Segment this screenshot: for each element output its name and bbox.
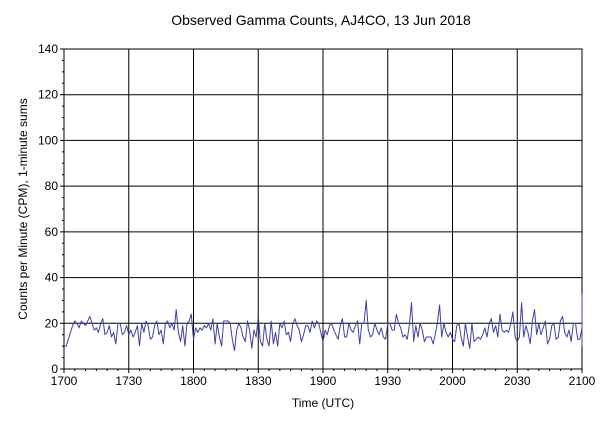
x-tick-label: 1830: [245, 374, 272, 388]
series-layer: [64, 293, 583, 352]
x-tick-label: 2100: [569, 374, 596, 388]
y-tick-label: 0: [51, 362, 58, 376]
chart-title: Observed Gamma Counts, AJ4CO, 13 Jun 201…: [171, 12, 471, 28]
y-tick-label: 120: [38, 88, 58, 102]
x-tick-label: 2030: [504, 374, 531, 388]
x-tick-label: 1800: [180, 374, 207, 388]
y-tick-label: 140: [38, 42, 58, 56]
axis-ticks: [60, 48, 583, 373]
x-tick-label: 1730: [115, 374, 142, 388]
tick-labels: 1700 1730 1800 1830 1900 1930 2000 2030 2100 0 20 4…: [38, 42, 596, 388]
x-axis-title: Time (UTC): [292, 396, 354, 410]
y-tick-label: 100: [38, 133, 58, 147]
y-tick-label: 20: [45, 316, 59, 330]
series-line: [64, 293, 583, 352]
y-tick-label: 40: [45, 271, 59, 285]
x-tick-label: 1930: [374, 374, 401, 388]
grid: [64, 49, 582, 369]
y-tick-label: 80: [45, 179, 59, 193]
y-tick-label: 60: [45, 225, 59, 239]
x-tick-label: 1900: [310, 374, 337, 388]
y-axis-title: Counts per Minute (CPM), 1-minute sums: [16, 98, 30, 319]
x-tick-label: 2000: [439, 374, 466, 388]
x-tick-label: 1700: [51, 374, 78, 388]
